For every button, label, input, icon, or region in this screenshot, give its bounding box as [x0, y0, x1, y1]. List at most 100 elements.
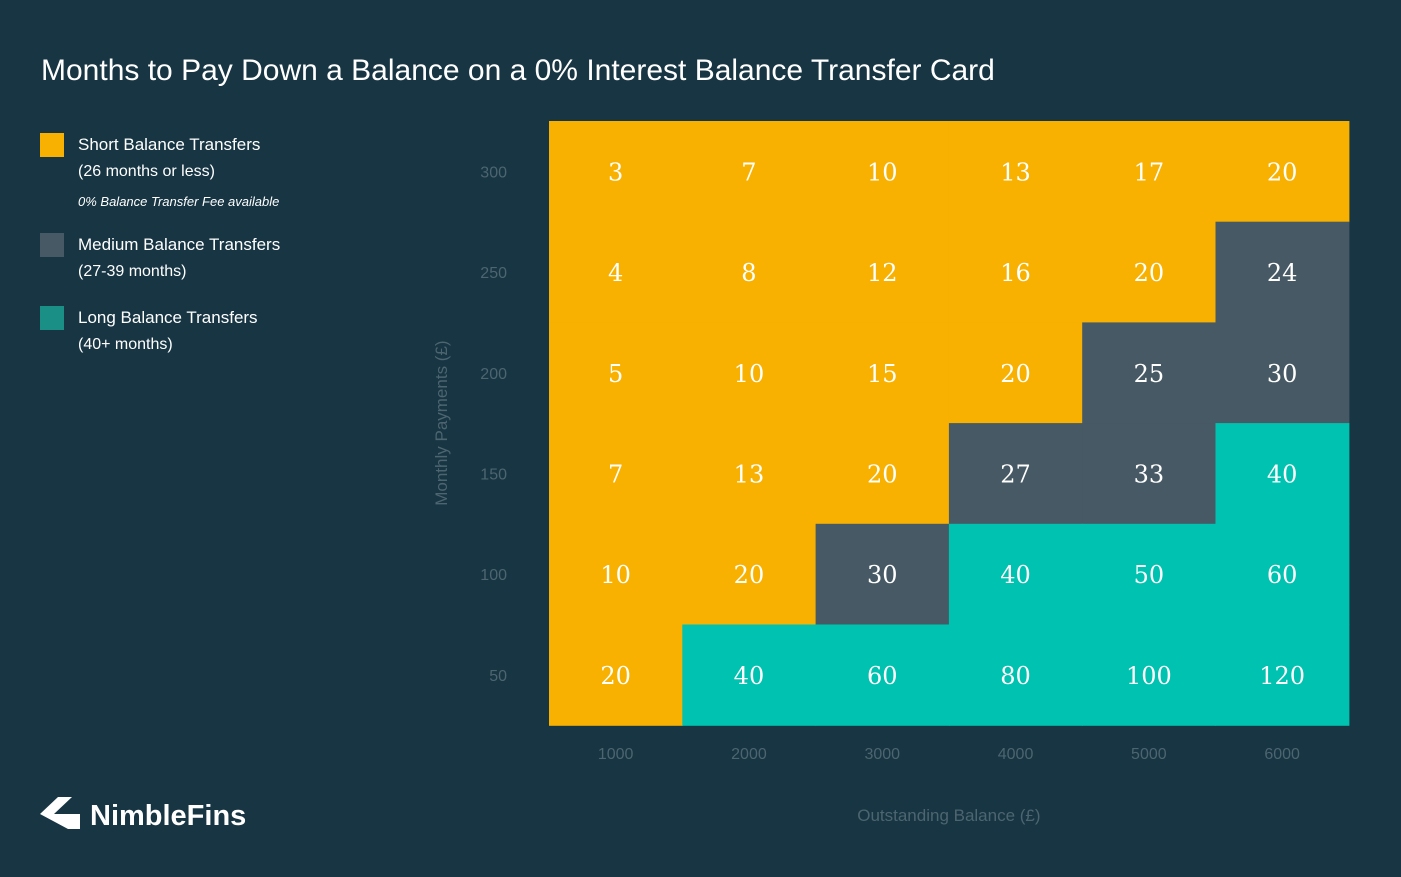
x-tick-label: 6000	[1264, 746, 1300, 763]
heatmap-cell	[815, 624, 950, 726]
legend-label-medium: Medium Balance Transfers	[78, 235, 281, 254]
heatmap-cell	[1082, 523, 1217, 626]
legend-swatch-short	[40, 133, 64, 157]
cell-value-label: 60	[867, 662, 898, 690]
cell-value-label: 40	[1267, 460, 1298, 488]
x-tick-label: 4000	[998, 746, 1034, 763]
cell-value-label: 60	[1267, 561, 1298, 589]
cell-value-label: 40	[734, 662, 765, 690]
x-tick-label: 2000	[731, 746, 767, 763]
cell-value-label: 40	[1000, 561, 1031, 589]
heatmap-cell	[1215, 624, 1350, 726]
cell-value-label: 20	[1134, 259, 1165, 287]
legend-swatch-medium	[40, 233, 64, 257]
cell-value-label: 10	[867, 158, 898, 186]
y-tick-label: 150	[480, 466, 507, 483]
y-tick-label: 200	[480, 366, 507, 383]
legend-note-short: 0% Balance Transfer Fee available	[78, 194, 280, 209]
legend-sub-medium: (27-39 months)	[78, 263, 187, 280]
heatmap-cell	[948, 523, 1083, 626]
cell-value-label: 4	[608, 259, 623, 287]
heatmap-cell	[549, 322, 683, 424]
heatmap-cell	[682, 624, 817, 726]
y-tick-label: 300	[480, 164, 507, 181]
heatmap-cell	[1215, 121, 1350, 223]
heatmap-cell	[1215, 423, 1350, 525]
heatmap-cell	[682, 523, 817, 626]
x-tick-label: 1000	[598, 746, 634, 763]
heatmap-cell	[549, 523, 683, 626]
heatmap-cell	[682, 423, 817, 525]
legend-label-short: Short Balance Transfers	[78, 135, 261, 154]
heatmap-cell	[815, 523, 950, 626]
cell-value-label: 13	[734, 460, 765, 488]
nimblefins-chevron-icon	[40, 797, 80, 829]
heatmap-cell	[948, 322, 1083, 424]
heatmap-cell	[815, 221, 950, 323]
cell-value-label: 17	[1134, 158, 1165, 186]
cell-value-label: 7	[608, 460, 623, 488]
brand-name: NimbleFins	[90, 800, 247, 832]
y-tick-label: 100	[480, 567, 507, 584]
heatmap-cell	[948, 624, 1083, 726]
cell-value-label: 27	[1000, 460, 1031, 488]
cell-value-label: 5	[608, 360, 623, 388]
cell-value-label: 12	[867, 259, 898, 287]
cell-value-label: 13	[1000, 158, 1031, 186]
heatmap-cell	[549, 423, 683, 525]
heatmap-cell	[948, 423, 1083, 525]
heatmap-cell	[815, 121, 950, 223]
heatmap-cell	[549, 624, 683, 726]
cell-value-label: 7	[741, 158, 756, 186]
brand-logo: NimbleFins	[40, 797, 246, 836]
legend-sub-long: (40+ months)	[78, 336, 173, 353]
heatmap-cell	[815, 423, 950, 525]
cell-value-label: 8	[741, 259, 756, 287]
cell-value-label: 20	[1000, 360, 1031, 388]
heatmap-cell	[1082, 221, 1217, 323]
cell-value-label: 33	[1134, 460, 1165, 488]
cell-value-label: 20	[600, 662, 631, 690]
heatmap-cell	[948, 221, 1083, 323]
cell-value-label: 20	[1267, 158, 1298, 186]
y-tick-label: 50	[489, 668, 507, 685]
cell-value-label: 50	[1134, 561, 1165, 589]
cell-value-label: 80	[1000, 662, 1031, 690]
cell-value-label: 15	[867, 360, 898, 388]
heatmap-cell	[1082, 423, 1217, 525]
heatmap-cell	[1082, 322, 1217, 424]
heatmap-cell	[682, 322, 817, 424]
cell-value-label: 30	[1267, 360, 1298, 388]
y-axis-title: Monthly Payments (£)	[432, 340, 451, 505]
heatmap-cell	[1215, 221, 1350, 323]
chart-title: Months to Pay Down a Balance on a 0% Int…	[41, 54, 995, 87]
cell-value-label: 100	[1126, 662, 1172, 690]
cell-value-label: 10	[600, 561, 631, 589]
cell-value-label: 20	[734, 561, 765, 589]
cell-value-label: 10	[734, 360, 765, 388]
heatmap-cell	[1082, 121, 1217, 223]
heatmap-cell	[1215, 322, 1350, 424]
legend-sub-short: (26 months or less)	[78, 163, 215, 180]
cell-value-label: 20	[867, 460, 898, 488]
y-tick-label: 250	[480, 265, 507, 282]
heatmap-cell	[948, 121, 1083, 223]
cell-value-label: 3	[608, 158, 623, 186]
x-tick-label: 5000	[1131, 746, 1167, 763]
cell-value-label: 30	[867, 561, 898, 589]
x-axis-title: Outstanding Balance (£)	[857, 806, 1040, 825]
cell-value-label: 24	[1267, 259, 1298, 287]
cell-value-label: 120	[1259, 662, 1305, 690]
cell-value-label: 25	[1134, 360, 1165, 388]
heatmap-cell	[1215, 523, 1350, 626]
heatmap-cell	[682, 121, 817, 223]
x-tick-label: 3000	[864, 746, 900, 763]
legend-label-long: Long Balance Transfers	[78, 308, 258, 327]
heatmap-cell	[549, 121, 683, 223]
heatmap-cell	[815, 322, 950, 424]
cell-value-label: 16	[1000, 259, 1031, 287]
legend-swatch-long	[40, 306, 64, 330]
heatmap-cell	[549, 221, 683, 323]
heatmap-cell	[1082, 624, 1217, 726]
